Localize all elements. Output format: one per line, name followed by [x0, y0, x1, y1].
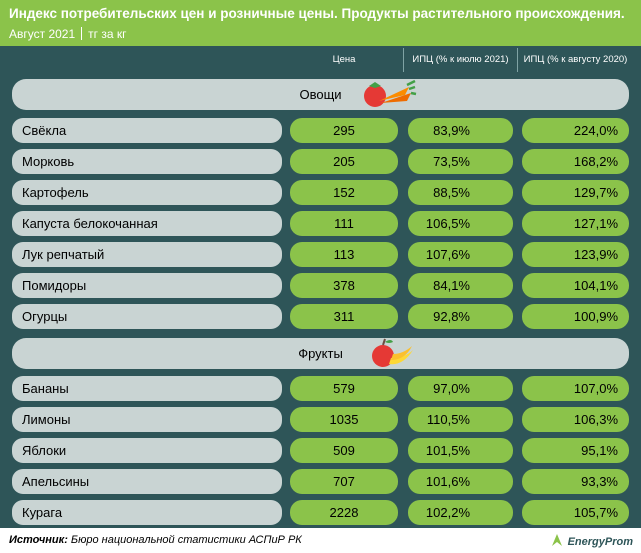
row-label: Помидоры	[12, 273, 282, 298]
source-text: Бюро национальной статистики АСПиР РК	[70, 534, 302, 546]
unit-label: тг за кг	[88, 27, 127, 41]
cpi-year-cell: 123,9%	[522, 242, 629, 267]
row-label: Огурцы	[12, 304, 282, 329]
price-cell: 579	[290, 376, 398, 401]
price-cell: 1035	[290, 407, 398, 432]
energyprom-logo-icon	[551, 534, 562, 546]
cpi-year-cell: 95,1%	[522, 438, 629, 463]
cpi-month-cell: 84,1%	[408, 273, 513, 298]
cpi-year-cell: 168,2%	[522, 149, 629, 174]
price-cell: 113	[290, 242, 398, 267]
cpi-month-cell: 101,6%	[408, 469, 513, 494]
price-cell: 295	[290, 118, 398, 143]
row-label: Морковь	[12, 149, 282, 174]
cpi-month-cell: 97,0%	[408, 376, 513, 401]
cpi-year-cell: 224,0%	[522, 118, 629, 143]
row-label: Бананы	[12, 376, 282, 401]
column-header-cpi-year: ИПЦ (% к августу 2020)	[523, 54, 628, 65]
price-cell: 205	[290, 149, 398, 174]
cpi-year-cell: 106,3%	[522, 407, 629, 432]
source-label: Источник:	[9, 534, 68, 546]
logo-text: EnergyProm	[567, 536, 633, 548]
row-label: Курага	[12, 500, 282, 525]
vegetables-icon	[364, 79, 417, 107]
chart-subtitle: Август 2021 тг за кг	[9, 27, 127, 41]
cpi-month-cell: 107,6%	[408, 242, 513, 267]
row-label: Картофель	[12, 180, 282, 205]
price-cell: 152	[290, 180, 398, 205]
footer: Источник: Бюро национальной статистики А…	[0, 528, 641, 553]
column-divider	[403, 48, 404, 72]
cpi-year-cell: 105,7%	[522, 500, 629, 525]
fruits-icon	[372, 338, 413, 367]
header-bar: Индекс потребительских цен и розничные ц…	[0, 0, 641, 46]
price-cell: 509	[290, 438, 398, 463]
column-header-price: Цена	[332, 54, 356, 65]
price-cell: 707	[290, 469, 398, 494]
column-header-cpi-month: ИПЦ (% к июлю 2021)	[412, 54, 509, 65]
cpi-month-cell: 110,5%	[408, 407, 513, 432]
cpi-month-cell: 106,5%	[408, 211, 513, 236]
source-note: Источник: Бюро национальной статистики А…	[9, 534, 302, 546]
row-label: Капуста белокочанная	[12, 211, 282, 236]
cpi-year-cell: 93,3%	[522, 469, 629, 494]
row-label: Яблоки	[12, 438, 282, 463]
cpi-month-cell: 88,5%	[408, 180, 513, 205]
section-label-vegetables: Овощи	[299, 87, 342, 102]
cpi-year-cell: 107,0%	[522, 376, 629, 401]
cpi-year-cell: 104,1%	[522, 273, 629, 298]
cpi-year-cell: 100,9%	[522, 304, 629, 329]
section-label-fruits: Фрукты	[298, 346, 343, 361]
price-cell: 2228	[290, 500, 398, 525]
cpi-year-cell: 129,7%	[522, 180, 629, 205]
row-label: Апельсины	[12, 469, 282, 494]
section-fruits: Фрукты	[12, 338, 629, 369]
cpi-month-cell: 83,9%	[408, 118, 513, 143]
price-cell: 378	[290, 273, 398, 298]
row-label: Лимоны	[12, 407, 282, 432]
brand-logo: EnergyProm	[549, 532, 633, 548]
cpi-month-cell: 102,2%	[408, 500, 513, 525]
cpi-month-cell: 101,5%	[408, 438, 513, 463]
cpi-month-cell: 73,5%	[408, 149, 513, 174]
cpi-year-cell: 127,1%	[522, 211, 629, 236]
column-divider	[517, 48, 518, 72]
section-vegetables: Овощи	[12, 79, 629, 110]
period-label: Август 2021	[9, 27, 76, 41]
row-label: Свёкла	[12, 118, 282, 143]
row-label: Лук репчатый	[12, 242, 282, 267]
cpi-month-cell: 92,8%	[408, 304, 513, 329]
price-cell: 111	[290, 211, 398, 236]
chart-title: Индекс потребительских цен и розничные ц…	[9, 6, 625, 21]
price-cell: 311	[290, 304, 398, 329]
subtitle-divider	[81, 27, 83, 40]
